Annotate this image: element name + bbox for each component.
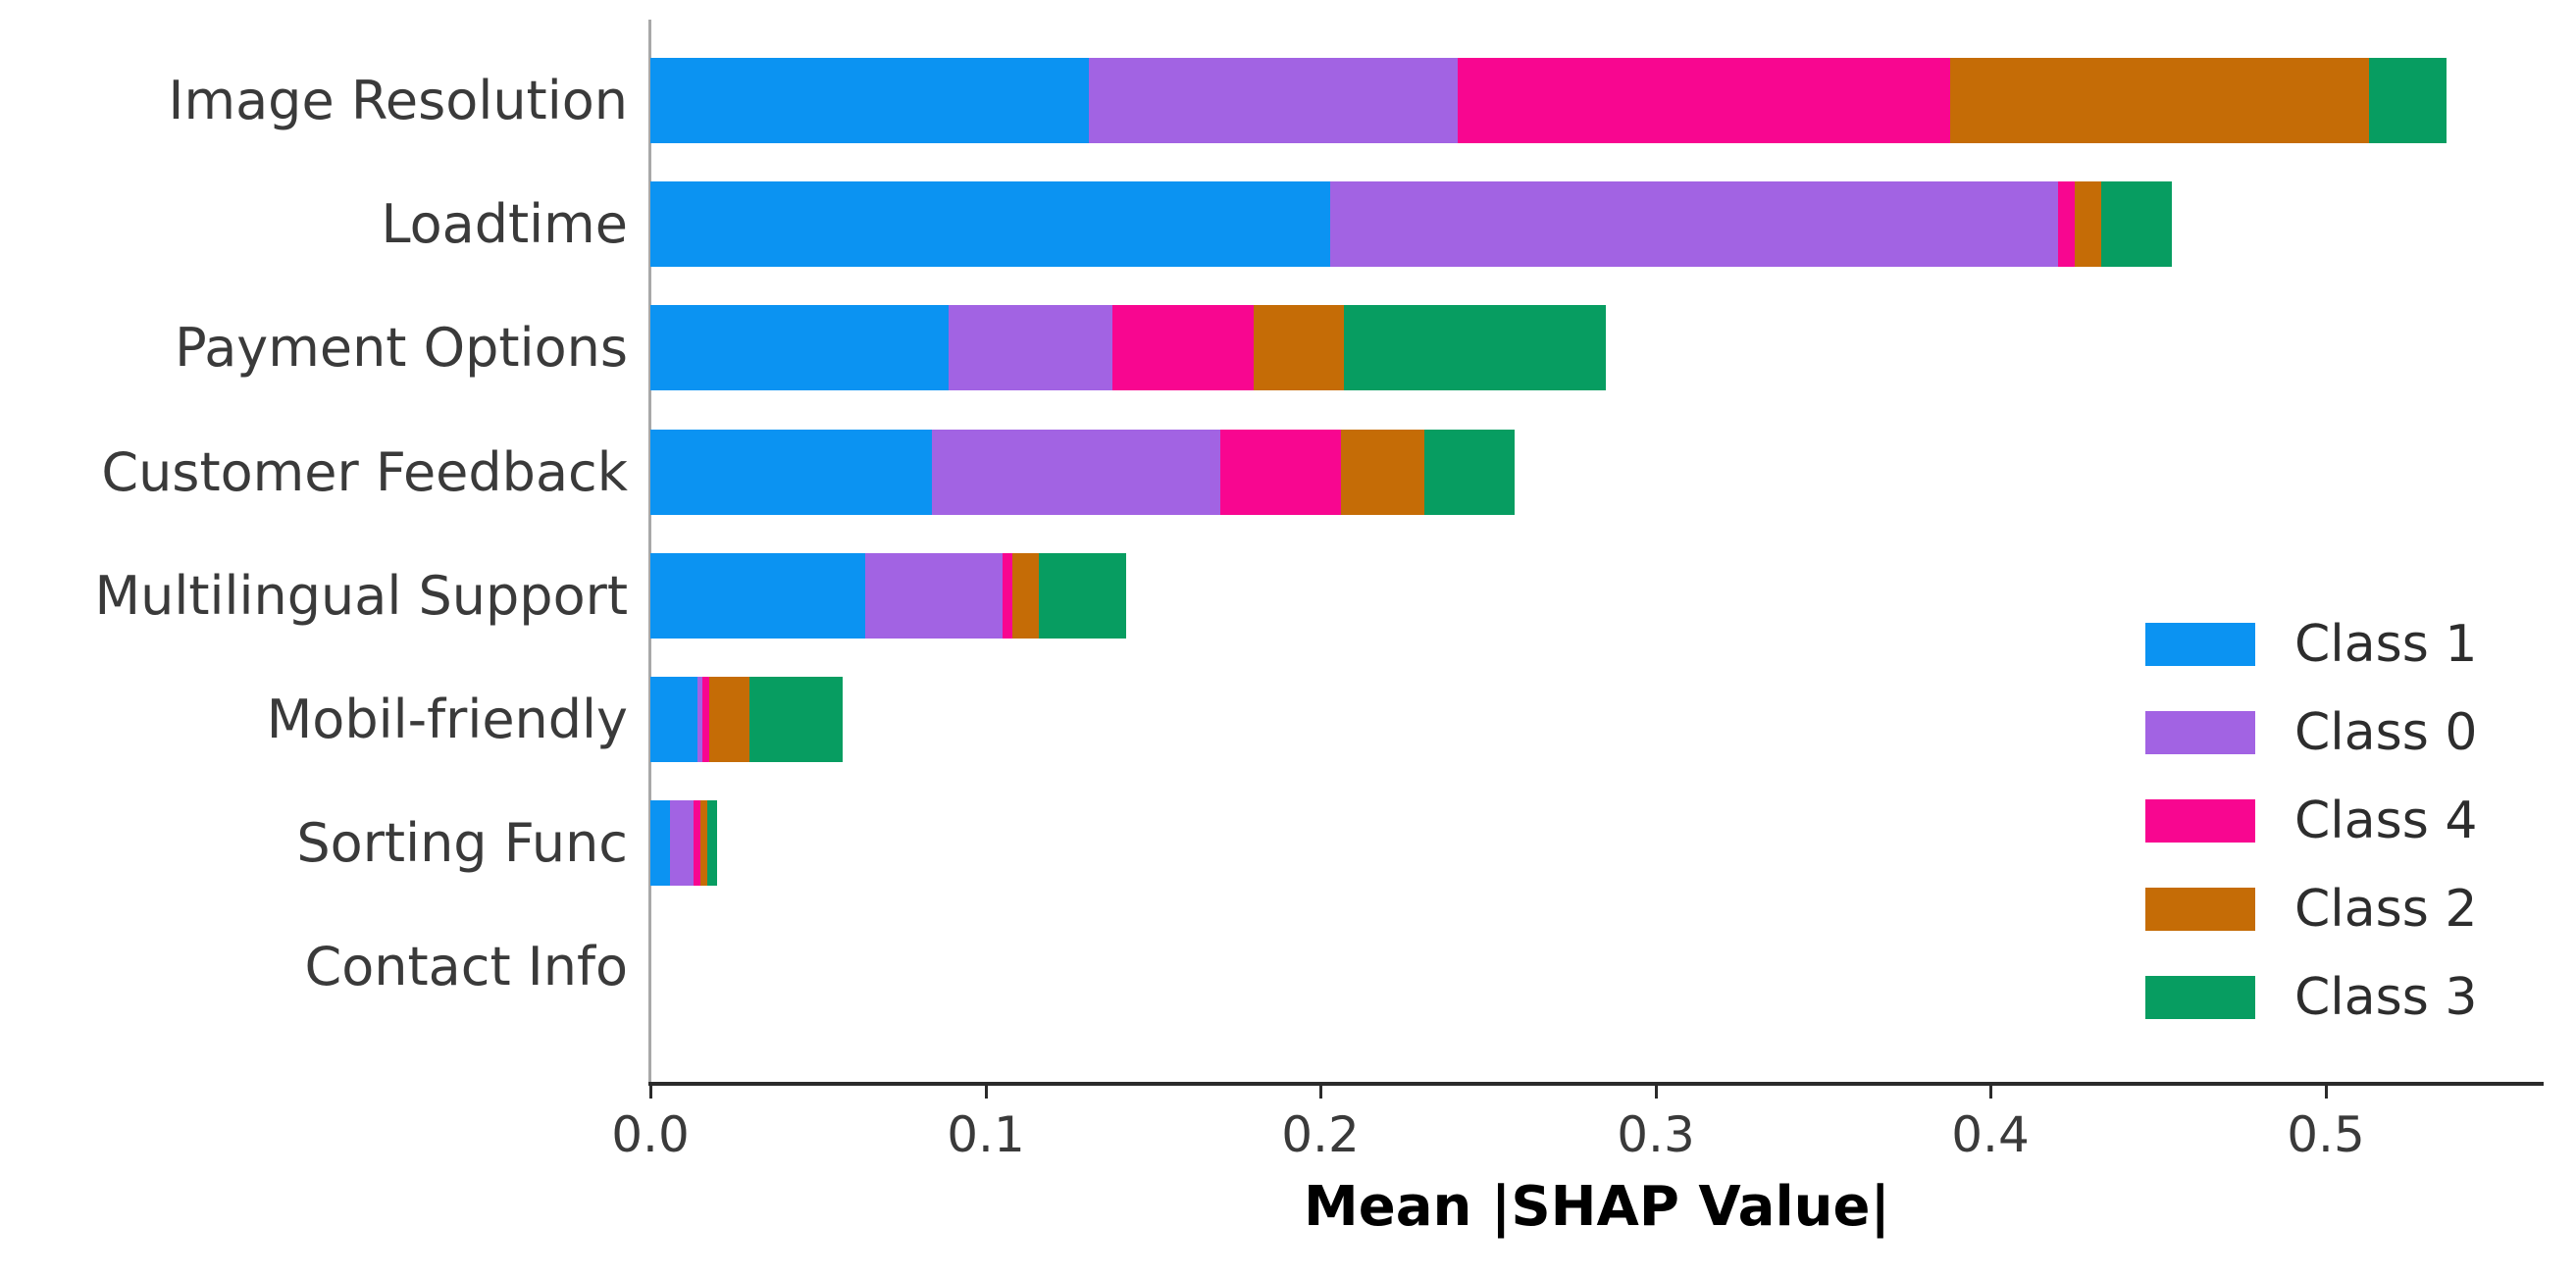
legend-swatch [2145,623,2255,666]
bar-segment-class-4 [1458,58,1950,143]
x-tick-label: 0.3 [1617,1106,1695,1163]
bar-segment-class-4 [694,800,700,886]
bar-segment-class-2 [1254,305,1344,390]
bar-segment-class-4 [1003,553,1012,639]
category-label: Mobil-friendly [266,689,628,750]
bar-segment-class-3 [707,800,717,886]
x-axis-title: Mean |SHAP Value| [1304,1175,1890,1239]
legend-label: Class 4 [2294,792,2478,850]
bar-segment-class-0 [1330,181,2058,267]
bar-segment-class-0 [932,430,1220,515]
bar-segment-class-4 [1220,430,1341,515]
bar-segment-class-1 [650,430,932,515]
category-label: Multilingual Support [94,565,628,627]
bar-segment-class-3 [1039,553,1126,639]
legend-swatch [2145,799,2255,843]
x-tick [649,1084,652,1099]
x-tick-label: 0.5 [2287,1106,2365,1163]
bar-segment-class-3 [1424,430,1515,515]
legend-label: Class 0 [2294,703,2478,762]
x-tick-label: 0.1 [947,1106,1025,1163]
bar-segment-class-2 [1341,430,1424,515]
category-label: Contact Info [304,936,628,997]
bar-segment-class-3 [1344,305,1606,390]
bar-segment-class-3 [2101,181,2172,267]
bar-segment-class-2 [2075,181,2101,267]
bar-segment-class-4 [1112,305,1254,390]
x-axis-line [648,1082,2544,1086]
legend-swatch [2145,976,2255,1019]
bar-segment-class-3 [749,677,843,762]
bar-segment-class-3 [2369,58,2447,143]
bar-segment-class-0 [949,305,1112,390]
category-label: Image Resolution [168,70,628,131]
legend-label: Class 1 [2294,615,2478,674]
bar-segment-class-1 [650,677,697,762]
bar-segment-class-1 [650,181,1330,267]
y-axis-line [648,20,651,1086]
bar-segment-class-0 [1089,58,1458,143]
legend-swatch [2145,888,2255,931]
x-tick [1989,1084,1992,1099]
bar-segment-class-2 [709,677,749,762]
category-label: Sorting Func [296,812,628,874]
x-tick-label: 0.2 [1281,1106,1360,1163]
legend-swatch [2145,711,2255,754]
bar-segment-class-4 [2058,181,2075,267]
bar-segment-class-2 [1950,58,2369,143]
bar-segment-class-2 [1012,553,1039,639]
x-tick [1319,1084,1322,1099]
bar-segment-class-2 [700,800,707,886]
x-tick [1655,1084,1658,1099]
category-label: Loadtime [381,193,628,255]
bar-segment-class-0 [670,800,694,886]
category-label: Payment Options [175,317,628,379]
x-tick [2325,1084,2328,1099]
bar-segment-class-1 [650,58,1089,143]
bar-segment-class-1 [650,800,670,886]
x-tick-label: 0.0 [611,1106,690,1163]
legend-label: Class 2 [2294,880,2478,939]
bar-segment-class-1 [650,553,865,639]
bar-segment-class-0 [697,677,702,762]
legend-label: Class 3 [2294,968,2478,1027]
bar-segment-class-1 [650,305,949,390]
category-label: Customer Feedback [101,441,628,503]
x-tick-label: 0.4 [1951,1106,2030,1163]
x-tick [985,1084,988,1099]
bar-segment-class-4 [702,677,709,762]
bar-segment-class-0 [865,553,1003,639]
